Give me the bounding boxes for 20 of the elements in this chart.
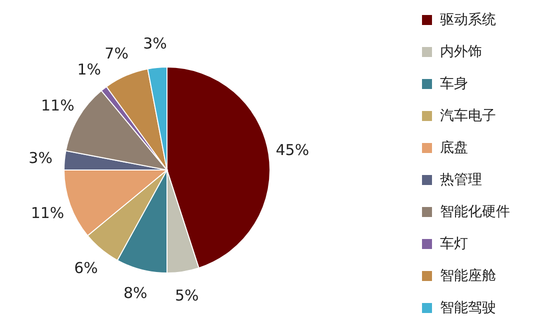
legend-label: 底盘 [440,139,468,157]
legend-label: 汽车电子 [440,107,496,125]
legend-label: 驱动系统 [440,11,496,29]
data-label: 45% [276,141,310,160]
data-label: 6% [74,258,98,277]
data-label: 8% [124,284,148,302]
data-label: 5% [174,286,199,304]
legend-label: 智能驾驶 [440,299,496,317]
legend-label: 车身 [440,75,468,93]
legend-label: 智能化硬件 [440,203,510,221]
data-label: 11% [41,96,74,114]
data-label: 1% [77,60,102,79]
data-label: 3% [143,34,167,53]
legend-label: 内外饰 [440,43,482,61]
data-label: 7% [104,44,128,62]
data-label: 11% [30,204,64,222]
legend-label: 智能座舱 [440,267,496,285]
data-label: 3% [28,149,52,168]
legend-label: 车灯 [440,235,468,253]
legend-label: 热管理 [440,171,482,189]
